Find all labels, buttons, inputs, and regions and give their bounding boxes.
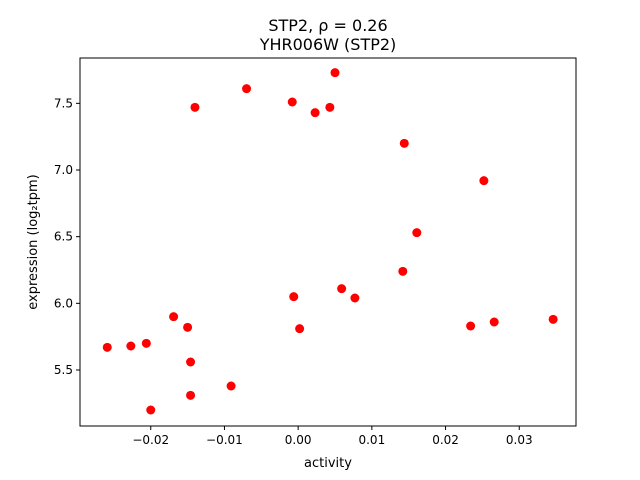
- data-point: [466, 321, 476, 331]
- y-tick-label: 5.5: [54, 363, 73, 377]
- data-point: [287, 97, 297, 107]
- y-tick-label: 6.5: [54, 230, 73, 244]
- data-point: [226, 381, 236, 391]
- data-point: [330, 68, 340, 78]
- x-axis-label: activity: [304, 456, 352, 471]
- data-point: [183, 322, 193, 332]
- x-tick-label: 0.00: [285, 433, 312, 447]
- data-point: [169, 312, 179, 322]
- y-tick-label: 7.0: [54, 163, 73, 177]
- y-axis-label: expression (log₂tpm): [26, 174, 41, 309]
- data-point: [548, 314, 558, 324]
- data-point: [325, 102, 335, 112]
- x-tick-label: 0.01: [358, 433, 385, 447]
- data-point: [102, 342, 112, 352]
- chart-title-line2: YHR006W (STP2): [259, 35, 397, 54]
- x-tick-label: −0.02: [132, 433, 169, 447]
- data-point: [295, 324, 305, 334]
- data-point: [141, 338, 151, 348]
- data-point: [126, 341, 136, 351]
- data-point: [350, 293, 360, 303]
- plot-area-frame: [79, 57, 577, 427]
- x-tick-label: 0.02: [432, 433, 459, 447]
- data-point: [337, 284, 347, 294]
- y-tick-label: 6.0: [54, 296, 73, 310]
- data-points: [102, 68, 558, 415]
- data-point: [489, 317, 499, 327]
- x-tick-label: −0.01: [206, 433, 243, 447]
- data-point: [412, 228, 422, 238]
- data-point: [479, 176, 489, 186]
- x-tick-label: 0.03: [506, 433, 533, 447]
- data-point: [289, 292, 299, 302]
- data-point: [186, 357, 196, 367]
- data-point: [146, 405, 156, 415]
- chart-title-line1: STP2, ρ = 0.26: [268, 16, 387, 35]
- data-point: [190, 102, 200, 112]
- y-tick-label: 7.5: [54, 96, 73, 110]
- data-point: [186, 390, 196, 400]
- data-point: [242, 84, 252, 94]
- y-axis: 5.5 6.0 6.5 7.0 7.5: [54, 96, 80, 377]
- x-axis: −0.02 −0.01 0.00 0.01 0.02 0.03: [132, 426, 533, 447]
- data-point: [310, 108, 320, 118]
- data-point: [398, 266, 408, 276]
- data-point: [399, 138, 409, 148]
